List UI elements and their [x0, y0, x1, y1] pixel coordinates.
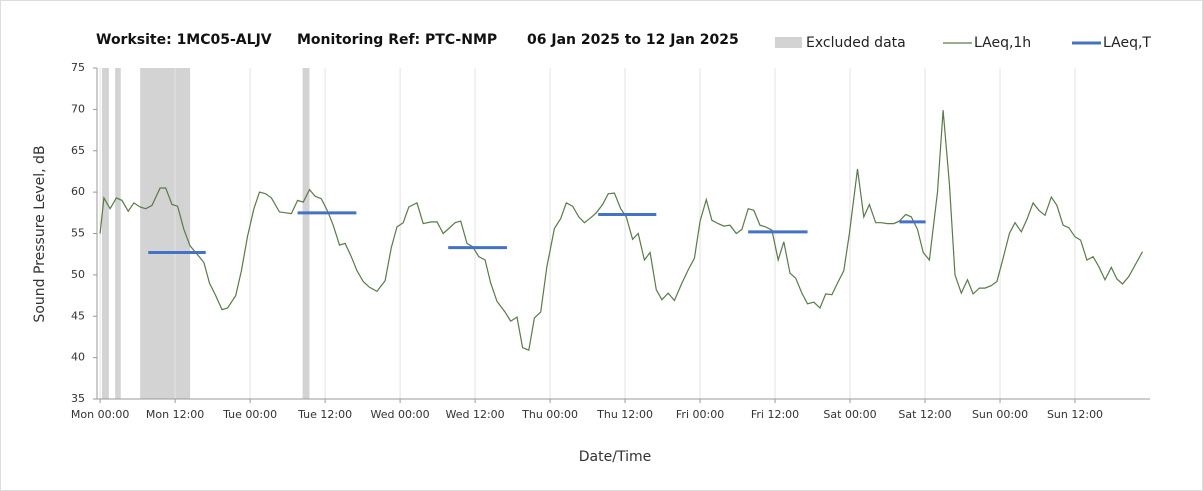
title-ref: Monitoring Ref: PTC-NMP [297, 32, 497, 48]
x-tick-label: Sat 00:00 [823, 408, 876, 421]
x-tick-label: Wed 12:00 [445, 408, 504, 421]
legend-label: LAeq,T [1103, 35, 1151, 51]
x-tick-label: Sun 12:00 [1047, 408, 1103, 421]
x-tick-label: Wed 00:00 [370, 408, 429, 421]
x-tick-label: Thu 12:00 [596, 408, 653, 421]
x-tick-label: Mon 12:00 [146, 408, 204, 421]
y-tick-label: 70 [71, 102, 85, 115]
y-tick-label: 40 [71, 351, 85, 364]
y-tick-label: 50 [71, 268, 85, 281]
x-tick-label: Mon 00:00 [71, 408, 129, 421]
excluded-band [101, 68, 109, 399]
y-tick-label: 60 [71, 185, 85, 198]
y-tick-label: 45 [71, 309, 85, 322]
excluded-band [115, 68, 121, 399]
y-axis-title: Sound Pressure Level, dB [32, 145, 48, 322]
x-tick-label: Fri 12:00 [751, 408, 799, 421]
y-tick-label: 75 [71, 61, 85, 74]
excluded-band [302, 68, 310, 399]
legend-swatch-excluded [775, 37, 802, 48]
x-tick-label: Sun 00:00 [972, 408, 1028, 421]
x-tick-label: Fri 00:00 [676, 408, 724, 421]
x-tick-label: Tue 00:00 [222, 408, 277, 421]
legend: Excluded data LAeq,1h LAeq,T [775, 35, 1151, 51]
title-worksite: Worksite: 1MC05-ALJV [96, 32, 272, 48]
excluded-band [140, 68, 191, 399]
y-tick-label: 55 [71, 227, 85, 240]
y-tick-label: 65 [71, 144, 85, 157]
y-tick-label: 35 [71, 392, 85, 405]
legend-label: Excluded data [806, 35, 906, 51]
legend-label: LAeq,1h [974, 35, 1031, 51]
title-dates: 06 Jan 2025 to 12 Jan 2025 [527, 32, 739, 48]
x-axis-title: Date/Time [579, 449, 651, 465]
x-tick-label: Thu 00:00 [521, 408, 578, 421]
line-series [99, 110, 1144, 352]
x-tick-label: Sat 12:00 [898, 408, 951, 421]
x-tick-label: Tue 12:00 [297, 408, 352, 421]
